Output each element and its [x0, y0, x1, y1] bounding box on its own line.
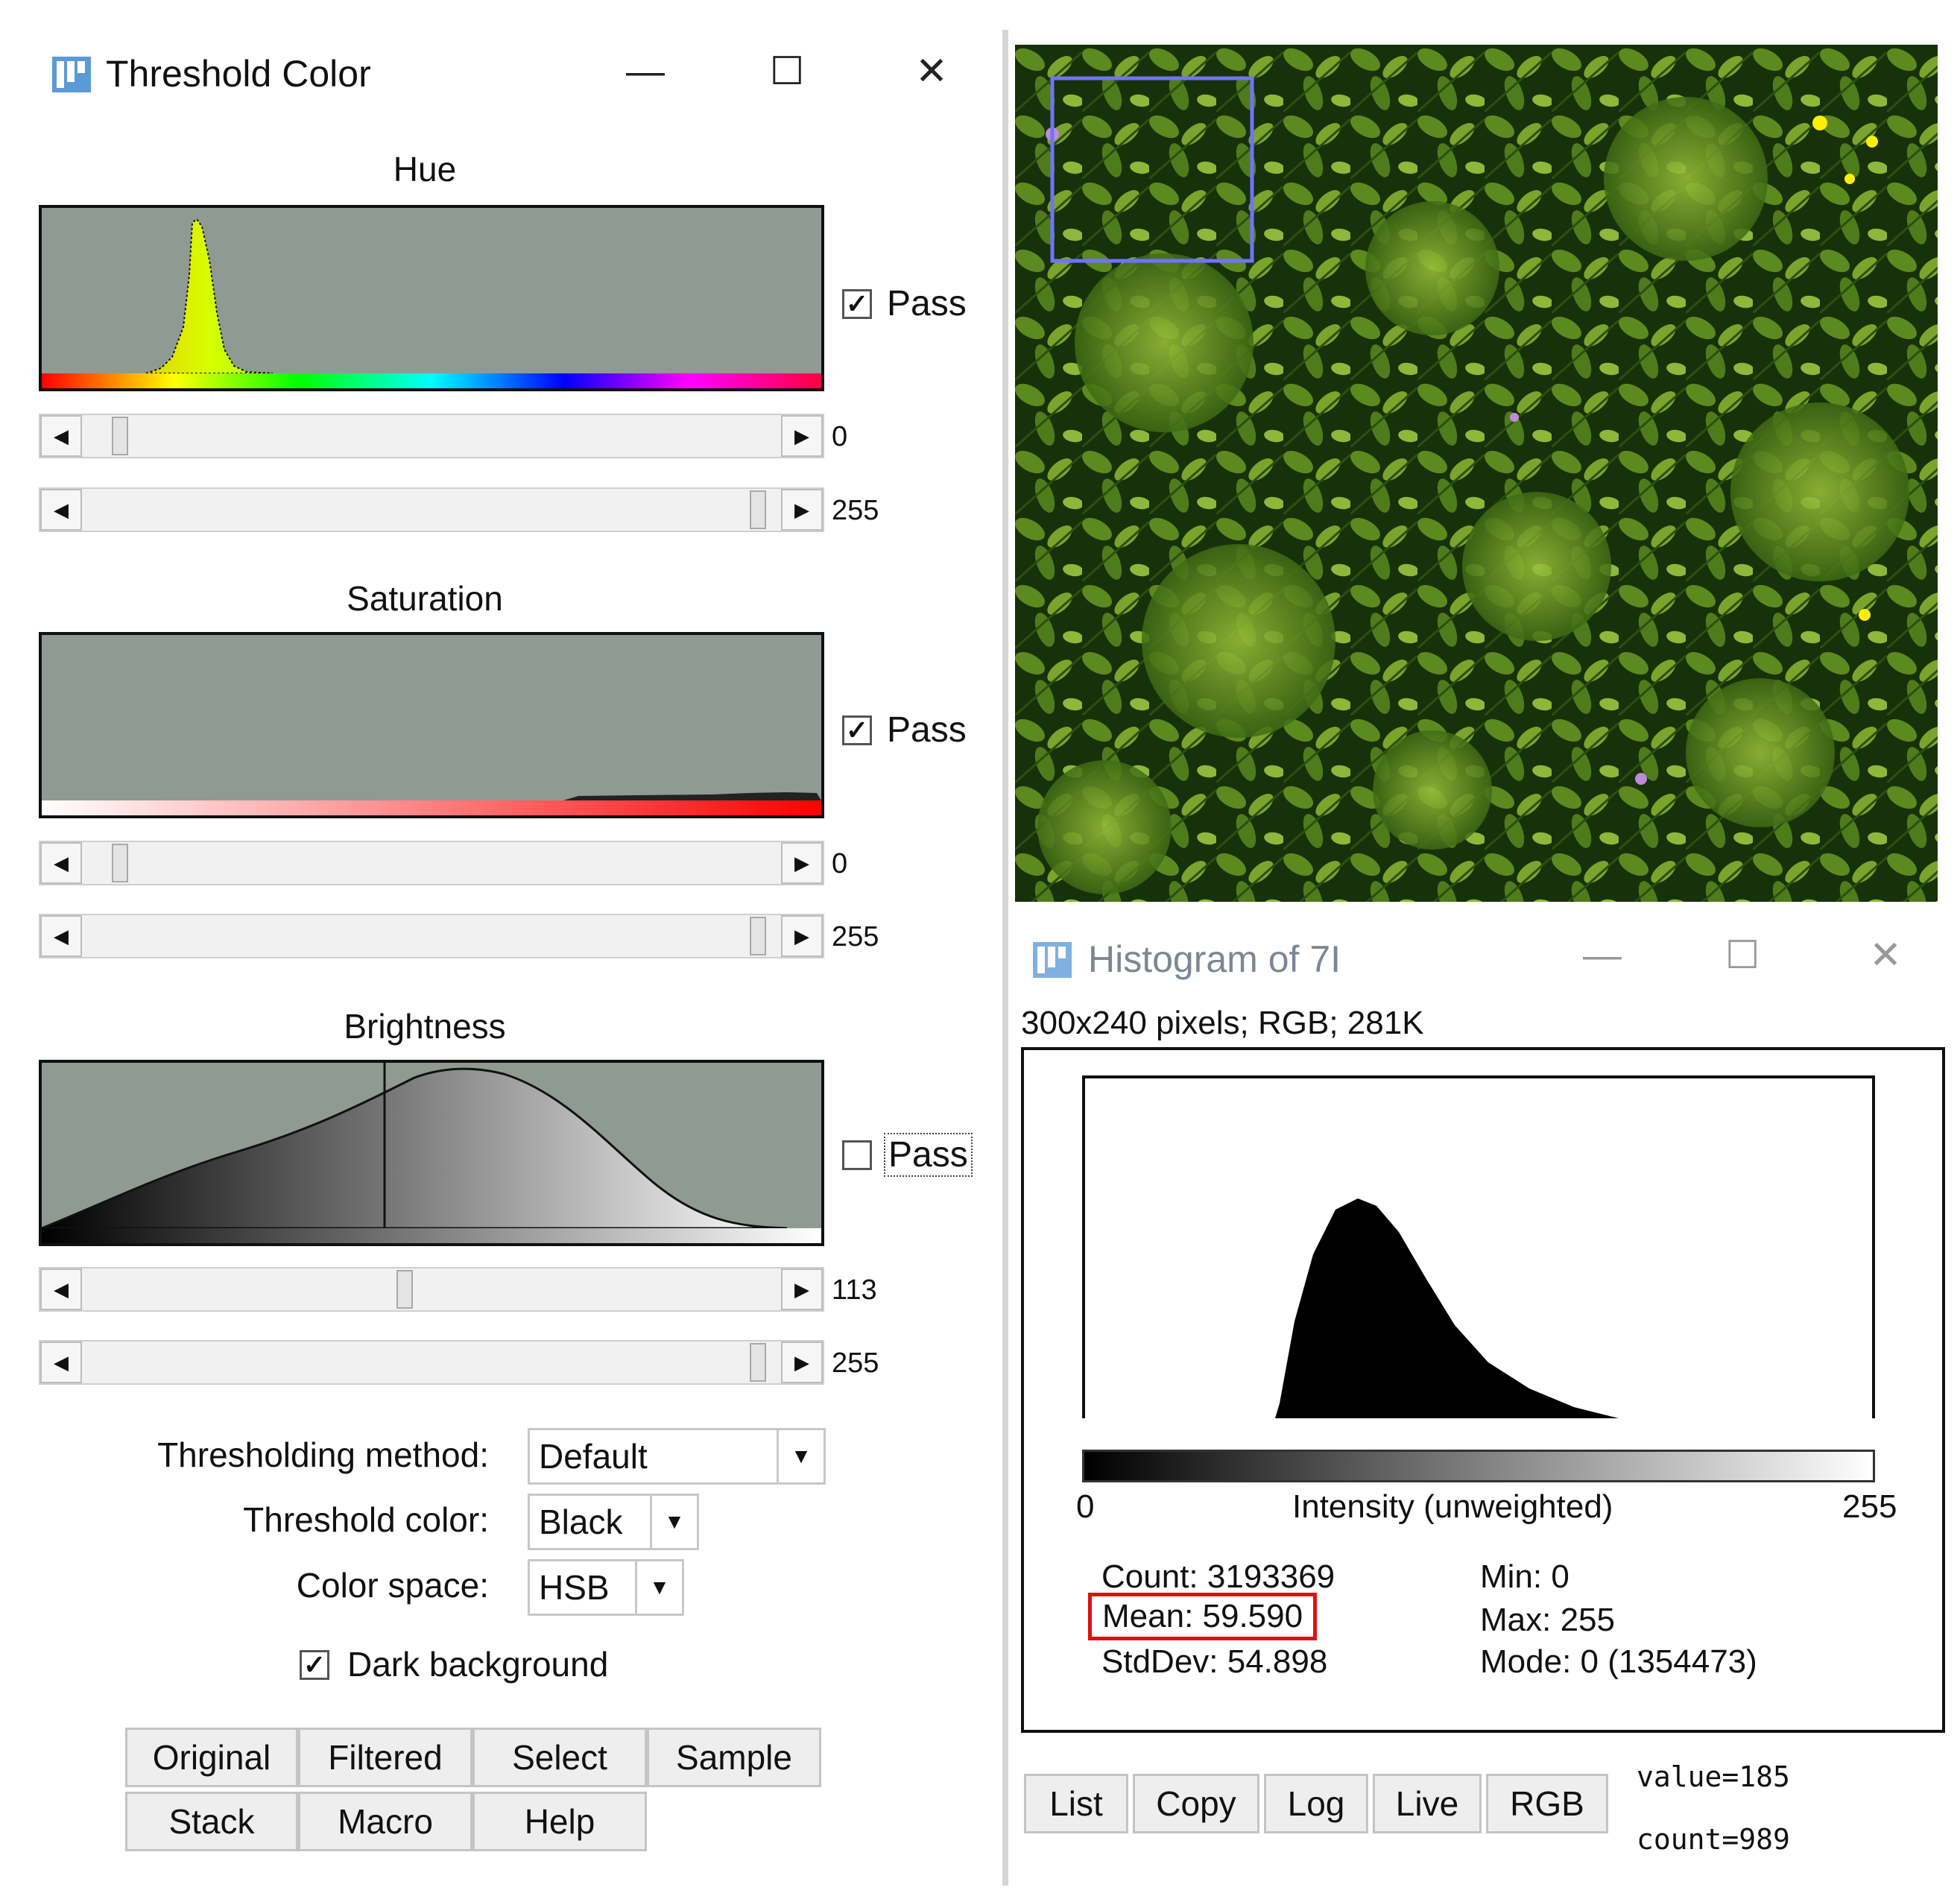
saturation-max-slider[interactable]: ◀ ▶ [39, 914, 824, 958]
axis-max-label: 255 [1842, 1488, 1897, 1525]
stat-mode: Mode: 0 (1354473) [1480, 1643, 1757, 1680]
threshold-color-select[interactable]: Black ▼ [528, 1494, 699, 1550]
saturation-pass-checkbox[interactable]: ✓ [842, 715, 872, 745]
hue-histogram [39, 205, 824, 391]
thresholding-method-label: Thresholding method: [157, 1435, 489, 1474]
live-button[interactable]: Live [1373, 1774, 1482, 1833]
brightness-min-value: 113 [832, 1274, 877, 1306]
histogram-panel: 0 Intensity (unweighted) 255 Count: 3193… [1021, 1047, 1945, 1733]
scroll-left-icon[interactable]: ◀ [40, 842, 82, 884]
filtered-button[interactable]: Filtered [298, 1728, 472, 1787]
scroll-right-icon[interactable]: ▶ [781, 1342, 823, 1383]
saturation-pass-label: Pass [887, 710, 967, 750]
slider-thumb[interactable] [112, 844, 128, 882]
maximize-button[interactable]: ☐ [769, 50, 805, 93]
imagej-icon [52, 57, 91, 92]
color-space-value: HSB [539, 1568, 610, 1607]
sample-button[interactable]: Sample [647, 1728, 821, 1787]
color-space-label: Color space: [296, 1566, 489, 1605]
log-button[interactable]: Log [1264, 1774, 1368, 1833]
hue-max-slider[interactable]: ◀ ▶ [39, 487, 824, 532]
intensity-histogram-plot [1082, 1075, 1875, 1418]
stat-min: Min: 0 [1480, 1558, 1569, 1595]
scroll-right-icon[interactable]: ▶ [781, 415, 823, 457]
histogram-window-title: Histogram of 7I [1088, 938, 1341, 980]
slider-thumb[interactable] [396, 1270, 413, 1309]
hue-min-slider[interactable]: ◀ ▶ [39, 414, 824, 458]
scroll-right-icon[interactable]: ▶ [781, 1268, 823, 1310]
vegetation-photo [1015, 45, 1938, 902]
original-button[interactable]: Original [125, 1728, 298, 1787]
scroll-right-icon[interactable]: ▶ [781, 489, 823, 531]
dark-background-checkbox[interactable]: ✓ [300, 1650, 329, 1680]
scroll-left-icon[interactable]: ◀ [40, 915, 82, 957]
hue-pass-checkbox[interactable]: ✓ [842, 289, 872, 319]
axis-min-label: 0 [1076, 1488, 1095, 1525]
window-divider [1002, 30, 1008, 1886]
hue-min-value: 0 [832, 421, 848, 452]
scroll-left-icon[interactable]: ◀ [40, 489, 82, 531]
stack-button[interactable]: Stack [125, 1792, 298, 1851]
saturation-histogram [39, 632, 824, 818]
thresholding-method-select[interactable]: Default ▼ [528, 1428, 826, 1485]
thresholding-method-value: Default [539, 1437, 648, 1476]
color-space-select[interactable]: HSB ▼ [528, 1559, 684, 1616]
imagej-icon [1033, 942, 1072, 978]
scroll-right-icon[interactable]: ▶ [781, 915, 823, 957]
scroll-right-icon[interactable]: ▶ [781, 842, 823, 884]
help-button[interactable]: Help [472, 1792, 647, 1851]
stat-stddev: StdDev: 54.898 [1101, 1643, 1328, 1680]
saturation-min-slider[interactable]: ◀ ▶ [39, 841, 824, 885]
histogram-maximize-button[interactable]: ☐ [1725, 934, 1760, 977]
brightness-min-slider[interactable]: ◀ ▶ [39, 1267, 824, 1312]
dark-background-label: Dark background [347, 1645, 609, 1684]
chevron-down-icon[interactable]: ▼ [650, 1496, 697, 1548]
copy-button[interactable]: Copy [1133, 1774, 1259, 1833]
hue-title: Hue [393, 150, 457, 189]
brightness-pass-checkbox[interactable] [842, 1140, 872, 1170]
minimize-button[interactable]: — [626, 50, 665, 93]
brightness-histogram [39, 1060, 824, 1246]
hue-pass-label: Pass [887, 284, 967, 323]
slider-thumb[interactable] [112, 417, 128, 455]
scroll-left-icon[interactable]: ◀ [40, 1342, 82, 1383]
image-info: 300x240 pixels; RGB; 281K [1021, 1005, 1424, 1041]
value-readout: value=185 [1637, 1760, 1790, 1793]
intensity-gradient-bar [1082, 1450, 1875, 1482]
threshold-color-value: Black [539, 1503, 623, 1541]
brightness-max-value: 255 [832, 1347, 879, 1379]
select-button[interactable]: Select [472, 1728, 647, 1787]
stat-mean-highlighted: Mean: 59.590 [1088, 1593, 1318, 1640]
vegetation-image[interactable] [1015, 45, 1938, 902]
scroll-left-icon[interactable]: ◀ [40, 1268, 82, 1310]
brightness-max-slider[interactable]: ◀ ▶ [39, 1340, 824, 1385]
chevron-down-icon[interactable]: ▼ [777, 1430, 823, 1482]
slider-thumb[interactable] [750, 917, 766, 955]
threshold-color-window: Threshold Color — ☐ ✕ Hue [39, 50, 973, 1851]
scroll-left-icon[interactable]: ◀ [40, 415, 82, 457]
axis-title: Intensity (unweighted) [1292, 1488, 1613, 1525]
saturation-max-value: 255 [832, 921, 879, 952]
stat-count: Count: 3193369 [1101, 1558, 1335, 1595]
slider-thumb[interactable] [750, 1343, 766, 1382]
stat-max: Max: 255 [1480, 1602, 1615, 1638]
roi-rectangle[interactable] [1050, 76, 1254, 263]
saturation-min-value: 0 [832, 848, 848, 879]
window-title: Threshold Color [106, 53, 371, 95]
brightness-pass-label: Pass [884, 1133, 973, 1177]
close-button[interactable]: ✕ [915, 50, 948, 93]
chevron-down-icon[interactable]: ▼ [635, 1561, 682, 1614]
list-button[interactable]: List [1024, 1774, 1128, 1833]
saturation-title: Saturation [347, 579, 503, 618]
histogram-minimize-button[interactable]: — [1583, 934, 1622, 977]
slider-thumb[interactable] [750, 490, 766, 529]
hue-max-value: 255 [832, 495, 879, 526]
histogram-area [1275, 1198, 1619, 1418]
count-readout: count=989 [1637, 1823, 1790, 1856]
rgb-button[interactable]: RGB [1486, 1774, 1608, 1833]
threshold-color-label: Threshold color: [243, 1500, 489, 1539]
brightness-title: Brightness [344, 1007, 506, 1046]
histogram-close-button[interactable]: ✕ [1869, 934, 1902, 977]
macro-button[interactable]: Macro [298, 1792, 472, 1851]
